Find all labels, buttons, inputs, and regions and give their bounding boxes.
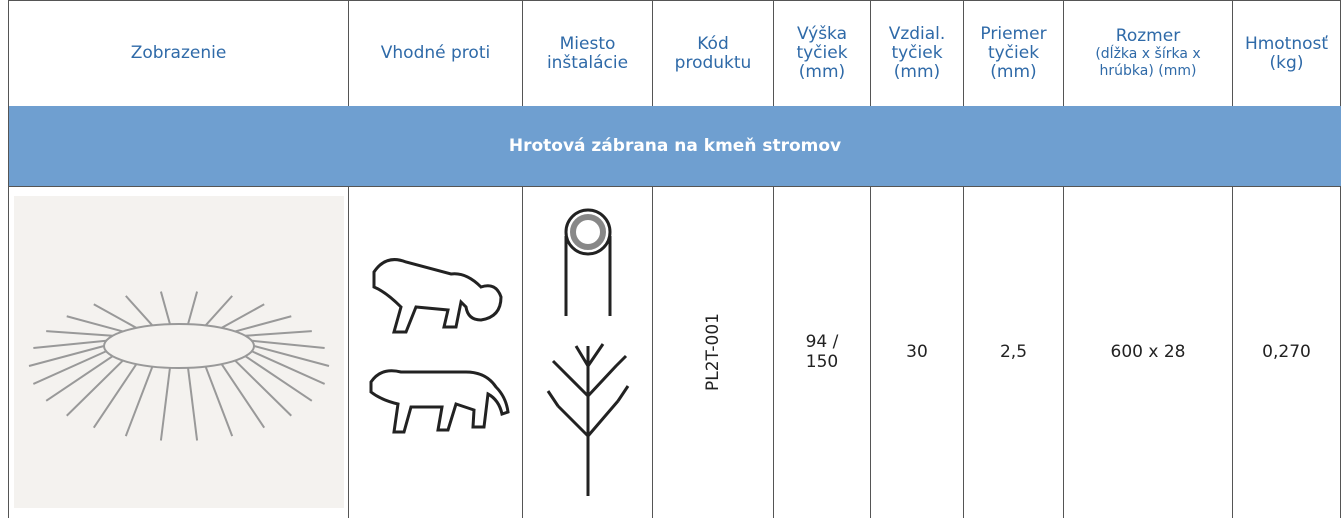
spike — [32, 350, 107, 385]
spacing-cell: 30 — [870, 186, 963, 518]
spike — [65, 315, 123, 333]
spike — [250, 350, 325, 385]
spike — [159, 291, 171, 325]
header-text: (kg) — [1269, 52, 1304, 73]
size: 600 x 28 — [1110, 342, 1186, 362]
spike — [45, 330, 113, 337]
product-code: PL2T-001 — [702, 313, 723, 391]
spike — [65, 359, 124, 417]
location-cell — [522, 186, 652, 518]
header-cell: Miesto inštalácie — [522, 0, 652, 107]
header-cell: Vzdial. tyčiek (mm) — [870, 0, 963, 107]
spike — [92, 363, 137, 429]
header-text: Miesto — [559, 33, 616, 54]
header-text: (mm) — [798, 62, 846, 82]
location-icons — [546, 208, 629, 496]
spike — [124, 366, 153, 437]
header-text: tyčiek — [987, 43, 1040, 63]
rod-spacing: 30 — [906, 342, 928, 362]
height-cell: 94 / 150 — [773, 186, 870, 518]
product-image — [13, 196, 344, 508]
code-cell: PL2T-001 — [652, 186, 773, 518]
diameter-cell: 2,5 — [963, 186, 1063, 518]
header-text: Vhodné proti — [380, 43, 491, 63]
size-cell: 600 x 28 — [1063, 186, 1232, 518]
spike — [251, 339, 325, 350]
header-text: Rozmer — [1115, 26, 1181, 46]
spike — [186, 291, 198, 325]
spike — [204, 295, 233, 327]
section-title: Hrotová zábrana na kmeň stromov — [508, 136, 842, 156]
header-text: tyčiek — [891, 43, 943, 63]
weight-cell: 0,270 — [1232, 186, 1341, 518]
header-cell: Rozmer (dĺžka x šírka x hrúbka) (mm) — [1063, 0, 1232, 107]
header-text: Vzdial. — [888, 24, 946, 44]
header-cell: Hmotnosť (kg) — [1232, 0, 1341, 107]
header-text: Kód — [697, 33, 729, 54]
spike — [28, 345, 104, 367]
header-cell: Kód produktu — [652, 0, 773, 107]
spike — [32, 339, 106, 350]
spike — [220, 363, 265, 429]
spike — [204, 366, 233, 437]
header-cell: Výška tyčiek (mm) — [773, 0, 870, 107]
spike — [244, 355, 312, 402]
header-text: Výška — [796, 24, 848, 44]
header-cell: Zobrazenie — [8, 0, 348, 107]
spike — [45, 355, 113, 402]
header-text: tyčiek — [796, 43, 848, 63]
header-text: Hmotnosť — [1244, 33, 1329, 54]
spike — [92, 303, 137, 329]
header-text: Zobrazenie — [130, 43, 227, 63]
header-text: (mm) — [990, 62, 1037, 82]
header-cell: Priemer tyčiek (mm) — [963, 0, 1063, 107]
spike — [253, 345, 329, 367]
header-text: (dĺžka x šírka x — [1095, 46, 1201, 62]
header-text: inštalácie — [546, 52, 629, 73]
rod-height: 94 / 150 — [805, 332, 839, 372]
animal-icons — [369, 258, 510, 434]
spike — [186, 367, 198, 441]
spike — [220, 303, 265, 329]
spike — [234, 315, 292, 333]
spike — [159, 367, 171, 441]
spike — [244, 330, 312, 337]
header-text: Priemer — [980, 24, 1047, 44]
header-text: produktu — [674, 52, 752, 73]
weight: 0,270 — [1262, 342, 1311, 362]
section-row: Hrotová zábrana na kmeň stromov — [8, 106, 1341, 187]
rod-diameter: 2,5 — [999, 342, 1028, 362]
image-cell — [8, 186, 348, 518]
header-cell: Vhodné proti — [348, 0, 522, 107]
header-text: hrúbka) (mm) — [1099, 63, 1197, 79]
spike — [233, 359, 292, 417]
spike — [124, 295, 153, 327]
header-text: (mm) — [893, 62, 941, 82]
animals-cell — [348, 186, 522, 518]
